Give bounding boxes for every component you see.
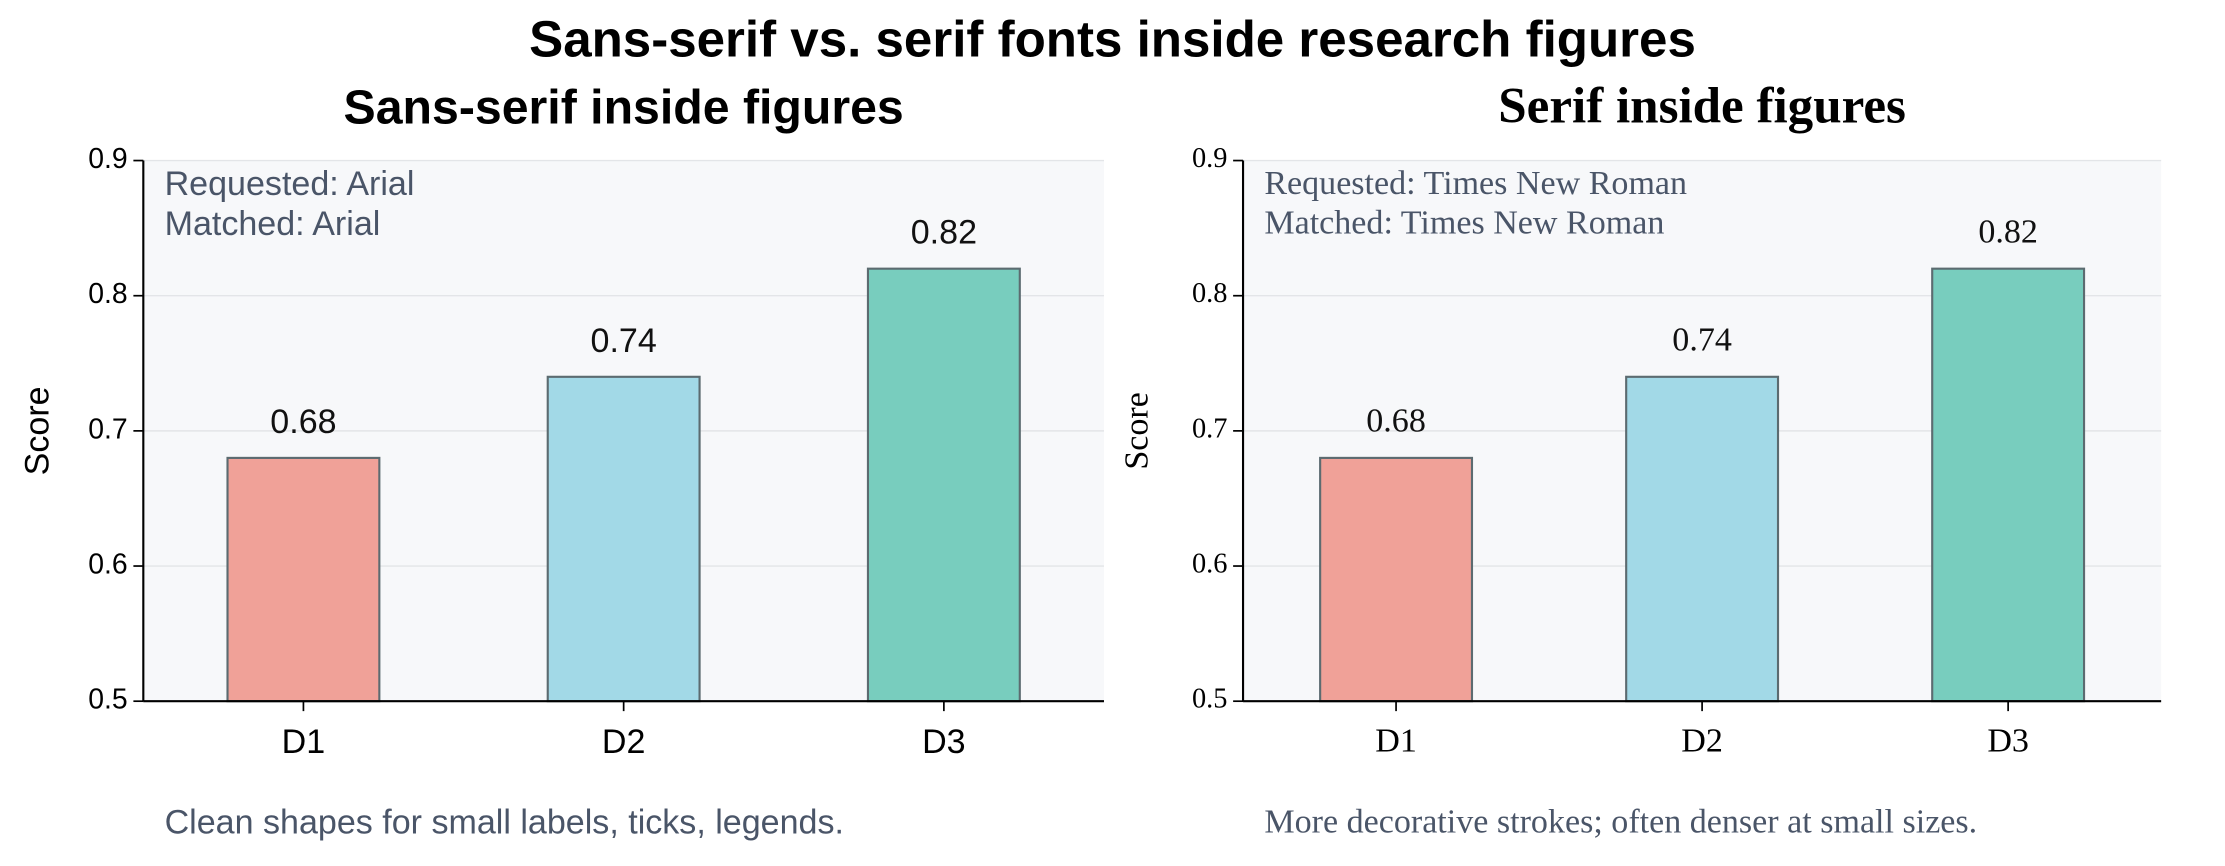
value-label: 0.82: [911, 214, 977, 252]
bar: [226, 456, 381, 703]
caption: More decorative strokes; often denser at…: [1264, 803, 1977, 840]
annotation: Requested: Times New Roman: [1264, 165, 1687, 202]
y-tick-label: 0.6: [88, 549, 127, 581]
x-tick-label: D1: [282, 723, 326, 761]
x-tick-label: D3: [922, 723, 966, 761]
value-label: 0.68: [270, 403, 336, 441]
y-tick-label: 0.5: [1192, 684, 1227, 715]
annotation: Matched: Times New Roman: [1264, 205, 1664, 242]
y-tick-label: 0.7: [1192, 413, 1227, 444]
chart-title: Serif inside figures: [1498, 78, 1906, 135]
bar: [546, 375, 701, 703]
y-axis-label: Score: [19, 386, 57, 475]
bar: [1319, 456, 1474, 703]
x-tick-label: D2: [1681, 723, 1723, 760]
y-tick-label: 0.9: [1192, 143, 1227, 174]
y-tick-label: 0.8: [1192, 278, 1227, 309]
y-tick-label: 0.5: [88, 684, 127, 716]
value-label: 0.74: [591, 322, 657, 360]
x-tick-label: D2: [602, 723, 646, 761]
annotation: Matched: Arial: [165, 205, 381, 243]
y-tick-label: 0.7: [88, 413, 127, 445]
x-tick-label: D1: [1375, 723, 1417, 760]
value-label: 0.74: [1672, 322, 1732, 359]
y-tick-label: 0.9: [88, 143, 127, 175]
value-label: 0.68: [1366, 403, 1426, 440]
bar: [1625, 375, 1780, 703]
y-tick-label: 0.8: [88, 278, 127, 310]
x-tick-label: D3: [1987, 723, 2029, 760]
annotation: Requested: Arial: [165, 165, 415, 203]
value-label: 0.82: [1978, 213, 2038, 250]
y-axis-label: Score: [1118, 392, 1155, 470]
caption: Clean shapes for small labels, ticks, le…: [165, 804, 844, 842]
bar: [866, 267, 1021, 703]
y-tick-label: 0.6: [1192, 549, 1227, 580]
bar: [1931, 267, 2086, 703]
figure-title: Sans-serif vs. serif fonts inside resear…: [529, 10, 1696, 67]
chart-title: Sans-serif inside figures: [344, 81, 904, 135]
